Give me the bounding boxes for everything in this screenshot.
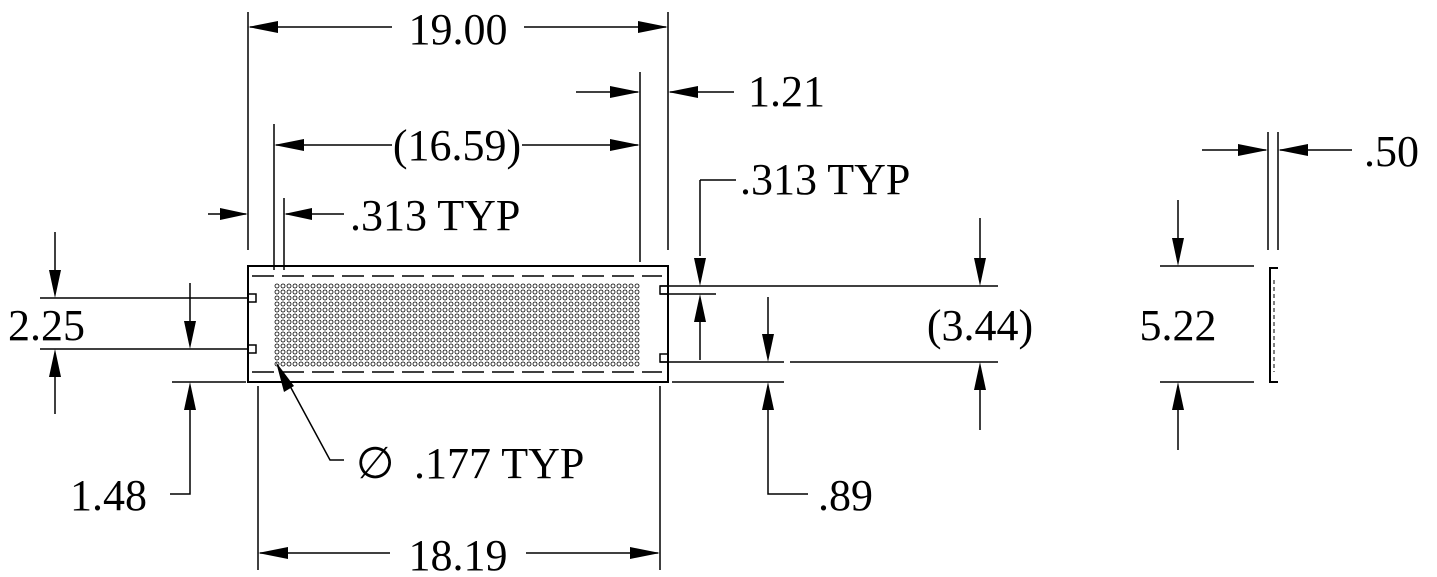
diameter-symbol: ∅ xyxy=(356,439,394,488)
dim-side-thickness: .50 xyxy=(1202,127,1419,250)
dim-edge-offset: 1.21 xyxy=(576,67,825,262)
dim-bottom-offset: 1.48 xyxy=(70,283,246,520)
dim-inner-length: 18.19 xyxy=(257,386,661,577)
dim-margin-left: .313 TYP xyxy=(208,191,520,270)
dim-margin-right: .313 TYP xyxy=(660,155,910,360)
label-bottom-offset: 1.48 xyxy=(70,471,147,520)
label-slot-spacing: 2.25 xyxy=(8,301,85,350)
label-side-thickness: .50 xyxy=(1364,127,1419,176)
dim-panel-height: (3.44) xyxy=(716,218,1033,430)
dim-slot-spacing: 2.25 xyxy=(8,232,248,414)
hole-grid xyxy=(274,283,640,367)
label-edge-offset: 1.21 xyxy=(748,67,825,116)
label-right-offset: .89 xyxy=(818,471,873,520)
label-hole-diameter: .177 TYP xyxy=(414,439,584,488)
label-margin-left: .313 TYP xyxy=(350,191,520,240)
label-inner-length: 18.19 xyxy=(409,531,508,577)
dim-hole-span: (16.59) xyxy=(273,121,640,270)
label-panel-height: (3.44) xyxy=(927,301,1033,350)
side-view xyxy=(1269,267,1278,383)
label-margin-right: .313 TYP xyxy=(740,155,910,204)
dim-side-depth: 5.22 xyxy=(1140,200,1254,450)
label-hole-span: (16.59) xyxy=(393,121,521,170)
dim-hole-diameter: ∅ .177 TYP xyxy=(276,362,584,488)
dim-right-offset: .89 xyxy=(660,297,873,520)
label-side-depth: 5.22 xyxy=(1140,301,1217,350)
label-overall-length: 19.00 xyxy=(409,5,508,54)
dim-overall-length: 19.00 xyxy=(247,5,669,250)
